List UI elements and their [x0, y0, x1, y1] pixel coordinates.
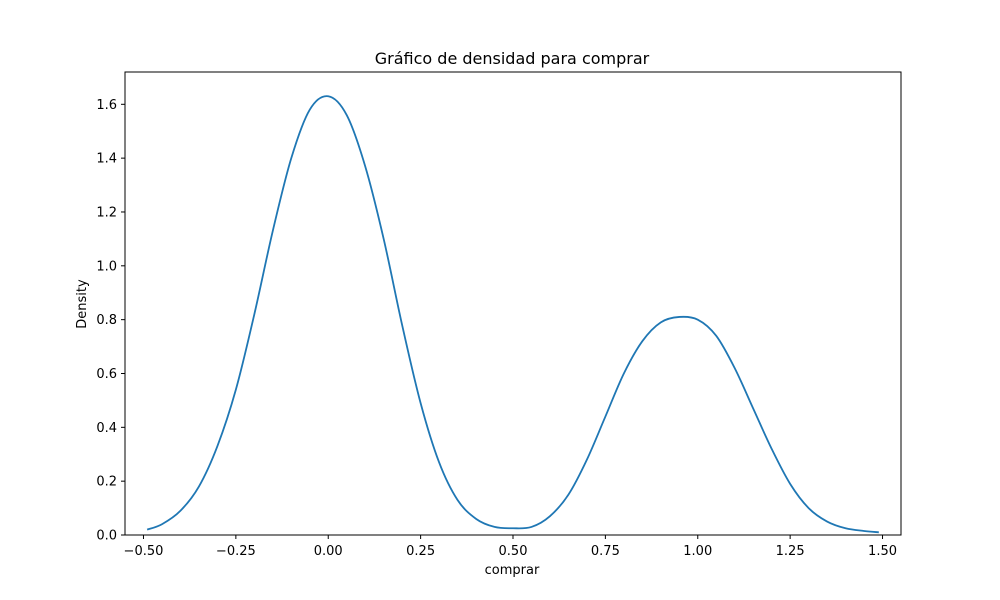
y-tick-label: 1.6: [96, 98, 117, 113]
x-tick-label: 1.00: [683, 544, 712, 559]
x-tick-label: 1.50: [868, 544, 897, 559]
x-tick-label: −0.25: [216, 544, 256, 559]
y-tick-label: 0.8: [96, 313, 117, 328]
y-tick-label: 1.0: [96, 259, 117, 274]
x-tick-label: 0.50: [499, 544, 528, 559]
y-tick-label: 0.6: [96, 367, 117, 382]
x-tick-label: 0.25: [406, 544, 435, 559]
x-tick-label: 0.00: [314, 544, 343, 559]
plot-area: [146, 95, 879, 534]
y-tick-label: 0.2: [96, 475, 117, 490]
plot-frame: [124, 71, 902, 536]
y-tick-label: 0.4: [96, 421, 117, 436]
y-axis-label: Density: [75, 279, 90, 329]
density-line: [146, 95, 879, 534]
x-axis-label: comprar: [485, 563, 540, 578]
y-axis: 0.0 0.2 0.4 0.6 0.8 1.0 1.2 1.4 1.6: [96, 98, 125, 544]
y-tick-label: 1.4: [96, 152, 117, 167]
x-axis: −0.50 −0.25 0.00 0.25 0.50 0.75 1.00 1.25 1.50: [124, 535, 897, 559]
x-tick-label: 1.25: [776, 544, 805, 559]
chart-title: Gráfico de densidad para comprar: [375, 49, 650, 68]
x-tick-label: −0.50: [124, 544, 164, 559]
y-tick-label: 0.0: [96, 529, 117, 544]
x-tick-label: 0.75: [591, 544, 620, 559]
y-tick-label: 1.2: [96, 205, 117, 220]
